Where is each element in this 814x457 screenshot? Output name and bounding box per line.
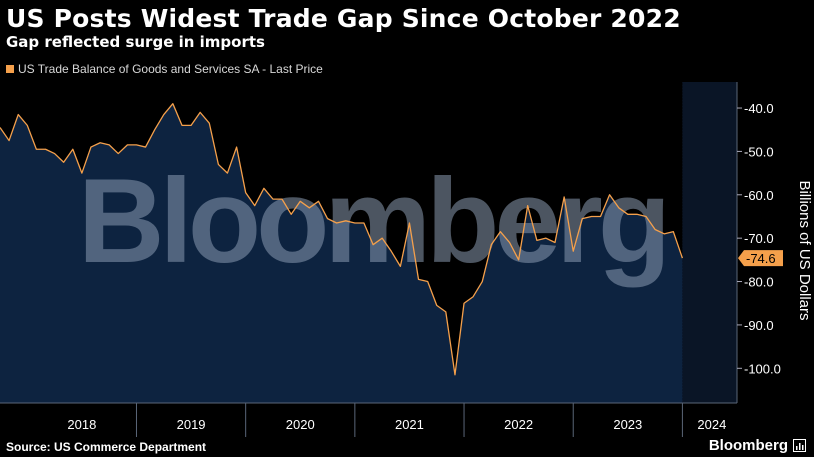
x-tick-label: 2018	[67, 417, 96, 432]
series-line	[0, 103, 684, 376]
y-tick-label: -100.0	[744, 361, 781, 376]
area-fill	[0, 82, 683, 403]
source-note: Source: US Commerce Department	[6, 440, 207, 454]
x-tick-label: 2022	[504, 417, 533, 432]
watermark: Bloomberg	[78, 154, 666, 288]
y-tick-label: -80.0	[744, 275, 774, 290]
plot-tail	[682, 82, 737, 403]
bloomberg-bars-icon	[793, 439, 806, 452]
x-tick-label: 2021	[395, 417, 424, 432]
y-tick-label: -50.0	[744, 144, 774, 159]
last-value-badge	[738, 250, 783, 267]
legend: US Trade Balance of Goods and Services S…	[6, 62, 323, 76]
x-tick-label: 2019	[177, 417, 206, 432]
y-axis-title: Billions of US Dollars	[796, 180, 813, 320]
legend-swatch	[6, 65, 14, 73]
x-tick-label: 2020	[286, 417, 315, 432]
area-mask	[0, 80, 683, 375]
brand-logo: Bloomberg	[709, 437, 806, 454]
y-tick-label: -60.0	[744, 188, 774, 203]
x-tick-label: 2024	[697, 417, 726, 432]
y-tick-label: -90.0	[744, 318, 774, 333]
chart-title: US Posts Widest Trade Gap Since October …	[6, 4, 681, 33]
x-tick-label: 2023	[613, 417, 642, 432]
last-value-label: -74.6	[746, 251, 776, 266]
brand-name: Bloomberg	[708, 437, 788, 454]
legend-label: US Trade Balance of Goods and Services S…	[18, 62, 323, 76]
y-tick-label: -40.0	[744, 101, 774, 116]
chart-subtitle: Gap reflected surge in imports	[6, 33, 265, 51]
y-tick-label: -70.0	[744, 231, 774, 246]
